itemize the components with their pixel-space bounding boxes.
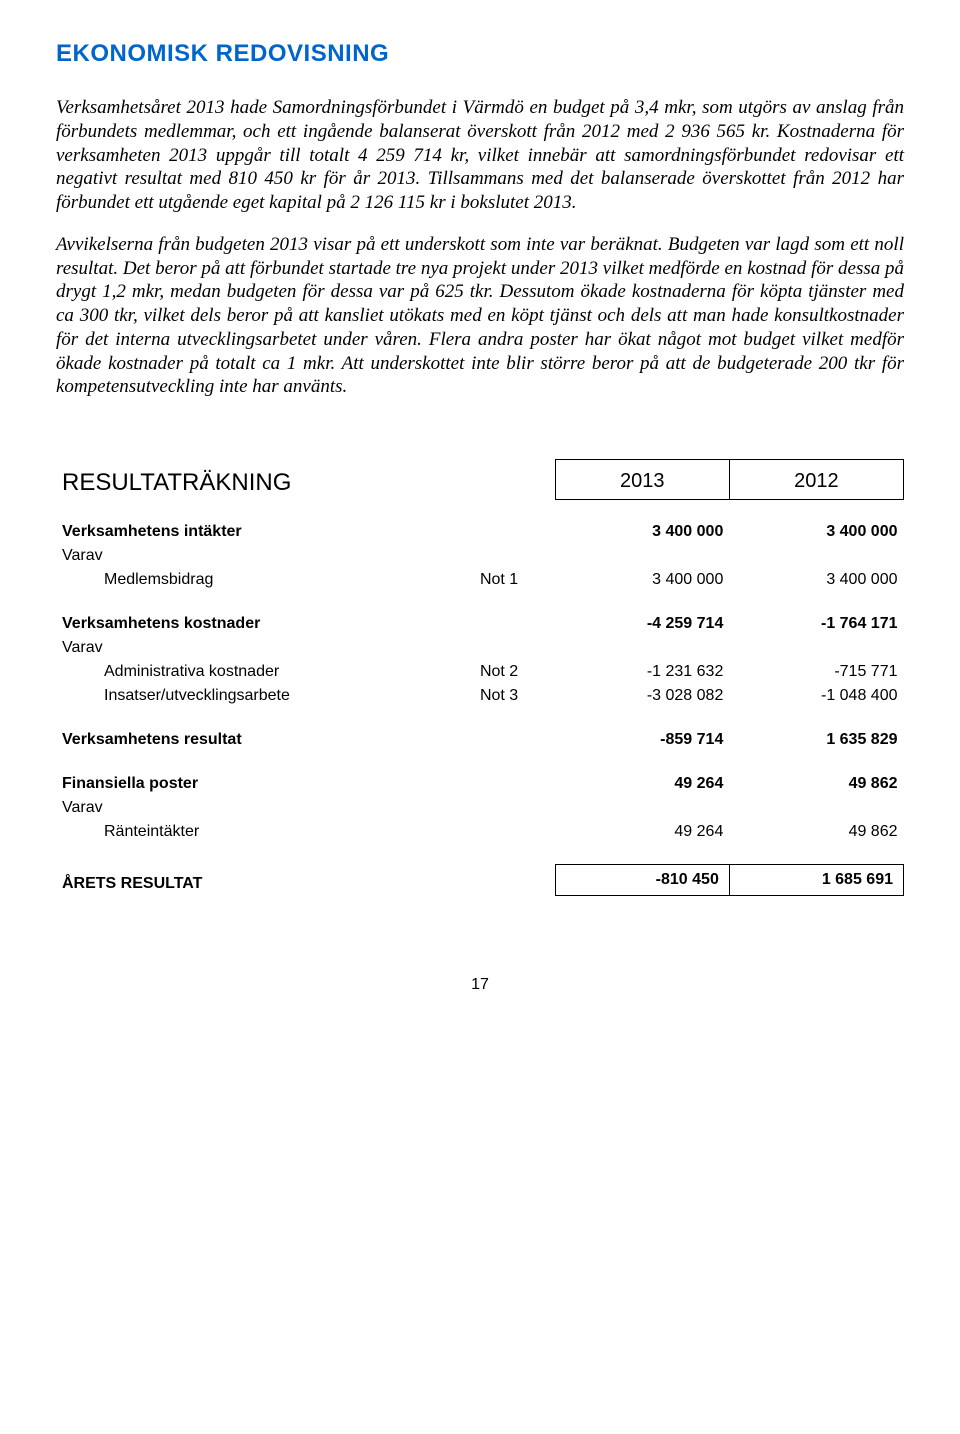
cell-label: ÅRETS RESULTAT (56, 865, 474, 896)
row-revenues: Verksamhetens intäkter 3 400 000 3 400 0… (56, 520, 904, 544)
row-medlemsbidrag: Medlemsbidrag Not 1 3 400 000 3 400 000 (56, 568, 904, 592)
table-header: RESULTATRÄKNING 2013 2012 (56, 460, 904, 500)
cell-y2: 49 862 (729, 820, 903, 844)
spacer (56, 844, 904, 865)
cell-y1: -810 450 (555, 865, 729, 896)
cell-y1: -3 028 082 (555, 684, 729, 708)
cell-label: Ränteintäkter (56, 820, 474, 844)
spacer (56, 592, 904, 612)
cell-label: Insatser/utvecklingsarbete (56, 684, 474, 708)
cell-label: Medlemsbidrag (56, 568, 474, 592)
cell-label: Verksamhetens intäkter (56, 520, 474, 544)
spacer (56, 752, 904, 772)
cell-y1: -4 259 714 (555, 612, 729, 636)
row-insatser: Insatser/utvecklingsarbete Not 3 -3 028 … (56, 684, 904, 708)
cell-y2: -1 048 400 (729, 684, 903, 708)
cell-label: Varav (56, 636, 474, 660)
row-varav: Varav (56, 636, 904, 660)
cell-y2: 49 862 (729, 772, 903, 796)
row-varav: Varav (56, 544, 904, 568)
cell-y1: -1 231 632 (555, 660, 729, 684)
paragraph-2: Avvikelserna från budgeten 2013 visar på… (56, 233, 904, 399)
page-title: EKONOMISK REDOVISNING (56, 40, 904, 68)
cell-label: Finansiella poster (56, 772, 474, 796)
spacer (56, 708, 904, 728)
spacer (56, 500, 904, 521)
cell-y2: 1 635 829 (729, 728, 903, 752)
row-annual-result: ÅRETS RESULTAT -810 450 1 685 691 (56, 865, 904, 896)
page-number: 17 (56, 976, 904, 994)
cell-note: Not 1 (474, 568, 555, 592)
cell-note (474, 520, 555, 544)
cell-y2: -1 764 171 (729, 612, 903, 636)
page-container: EKONOMISK REDOVISNING Verksamhetsåret 20… (0, 0, 960, 1434)
cell-label: Varav (56, 796, 474, 820)
cell-y2: 3 400 000 (729, 568, 903, 592)
table-heading-text: RESULTATRÄKNING (62, 463, 291, 497)
cell-y1: -859 714 (555, 728, 729, 752)
year-header-2012: 2012 (729, 460, 903, 500)
year-header-2013: 2013 (555, 460, 729, 500)
cell-y2: 1 685 691 (729, 865, 903, 896)
row-admin: Administrativa kostnader Not 2 -1 231 63… (56, 660, 904, 684)
row-interest: Ränteintäkter 49 264 49 862 (56, 820, 904, 844)
row-financial: Finansiella poster 49 264 49 862 (56, 772, 904, 796)
cell-label: Administrativa kostnader (56, 660, 474, 684)
cell-y1: 3 400 000 (555, 520, 729, 544)
cell-label: Varav (56, 544, 474, 568)
cell-note: Not 3 (474, 684, 555, 708)
paragraph-1: Verksamhetsåret 2013 hade Samordningsför… (56, 96, 904, 215)
cell-y1: 3 400 000 (555, 568, 729, 592)
row-op-result: Verksamhetens resultat -859 714 1 635 82… (56, 728, 904, 752)
body-text: Verksamhetsåret 2013 hade Samordningsför… (56, 96, 904, 399)
row-costs: Verksamhetens kostnader -4 259 714 -1 76… (56, 612, 904, 636)
income-statement-table: RESULTATRÄKNING 2013 2012 Verksamhetens … (56, 459, 904, 896)
cell-label: Verksamhetens kostnader (56, 612, 474, 636)
income-statement: RESULTATRÄKNING 2013 2012 Verksamhetens … (56, 459, 904, 896)
cell-y1: 49 264 (555, 820, 729, 844)
row-varav: Varav (56, 796, 904, 820)
cell-y2: 3 400 000 (729, 520, 903, 544)
table-heading: RESULTATRÄKNING (56, 460, 555, 500)
cell-y1: 49 264 (555, 772, 729, 796)
cell-label: Verksamhetens resultat (56, 728, 474, 752)
cell-note: Not 2 (474, 660, 555, 684)
cell-y2: -715 771 (729, 660, 903, 684)
